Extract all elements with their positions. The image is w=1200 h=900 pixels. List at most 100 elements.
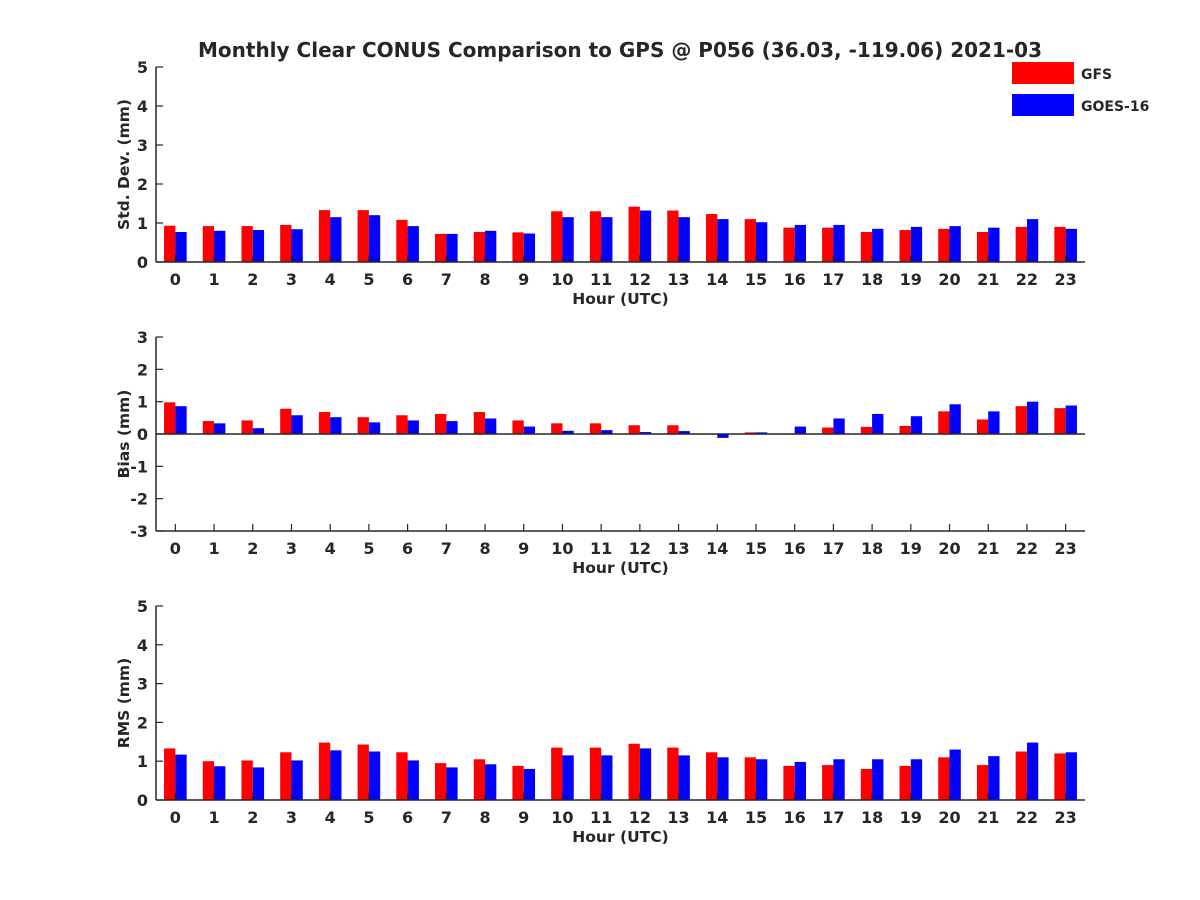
x-tick-label: 23 (1055, 539, 1077, 558)
x-axis-label: Hour (UTC) (572, 559, 668, 577)
bar-gfs-18 (860, 426, 873, 434)
bar-gfs-8 (473, 231, 486, 262)
chart-title: Monthly Clear CONUS Comparison to GPS @ … (198, 38, 1042, 62)
bar-gfs-4 (318, 210, 331, 262)
x-tick-label: 15 (745, 270, 767, 289)
bar-gfs-23 (1054, 753, 1066, 800)
bar-goes16-9 (523, 768, 536, 800)
x-tick-label: 20 (938, 539, 960, 558)
bar-goes16-16 (794, 426, 806, 434)
y-axis-label: Bias (mm) (115, 390, 133, 479)
bar-goes16-17 (833, 759, 845, 800)
bar-gfs-20 (938, 228, 950, 262)
x-tick-label: 19 (900, 270, 922, 289)
bar-gfs-17 (822, 765, 834, 800)
x-tick-label: 9 (518, 808, 529, 827)
legend: GFS GOES-16 (1012, 62, 1149, 116)
x-tick-label: 21 (977, 808, 999, 827)
x-tick-label: 10 (551, 808, 573, 827)
bar-goes16-14 (717, 757, 729, 800)
bar-gfs-10 (551, 211, 563, 262)
bar-goes16-14 (717, 434, 729, 438)
bar-gfs-14 (705, 214, 718, 262)
x-tick-label: 17 (822, 808, 844, 827)
legend-swatch-goes16 (1012, 94, 1074, 116)
bar-gfs-23 (1054, 408, 1066, 434)
x-tick-label: 16 (784, 539, 806, 558)
bar-gfs-15 (744, 432, 756, 434)
bar-goes16-18 (872, 759, 884, 800)
bar-gfs-4 (318, 742, 331, 800)
x-tick-label: 22 (1016, 270, 1038, 289)
bar-goes16-19 (910, 226, 923, 262)
y-tick-label: 1 (137, 214, 148, 233)
bar-gfs-18 (860, 768, 873, 800)
bar-goes16-8 (485, 418, 497, 434)
bar-gfs-3 (280, 408, 292, 434)
bar-gfs-16 (783, 227, 795, 262)
bar-gfs-0 (164, 748, 176, 800)
bar-goes16-13 (678, 217, 690, 262)
y-axis-label: RMS (mm) (115, 658, 133, 748)
x-tick-label: 15 (745, 808, 767, 827)
bar-goes16-6 (407, 760, 419, 800)
x-tick-label: 4 (325, 539, 336, 558)
bar-goes16-3 (291, 415, 303, 434)
x-tick-label: 18 (861, 808, 883, 827)
legend-swatch-gfs (1012, 62, 1074, 84)
bar-goes16-23 (1065, 405, 1077, 434)
bar-gfs-22 (1015, 226, 1027, 262)
x-tick-label: 0 (170, 808, 181, 827)
x-tick-label: 10 (551, 539, 573, 558)
x-tick-label: 17 (822, 270, 844, 289)
x-tick-label: 14 (706, 808, 728, 827)
bar-gfs-13 (667, 425, 679, 434)
bar-gfs-6 (396, 219, 408, 262)
x-tick-label: 18 (861, 539, 883, 558)
bar-gfs-6 (396, 752, 408, 800)
y-tick-label: 3 (137, 328, 148, 347)
x-tick-label: 15 (745, 539, 767, 558)
bar-goes16-22 (1026, 401, 1039, 434)
x-tick-label: 19 (900, 808, 922, 827)
x-tick-label: 12 (629, 808, 651, 827)
bar-goes16-2 (252, 428, 265, 434)
bar-gfs-7 (435, 233, 447, 262)
x-tick-label: 1 (208, 270, 219, 289)
bar-gfs-12 (628, 743, 640, 800)
x-tick-label: 13 (667, 808, 689, 827)
y-tick-label: 1 (137, 393, 148, 412)
bar-goes16-5 (368, 751, 381, 800)
bar-goes16-18 (872, 413, 884, 434)
bar-goes16-4 (330, 217, 342, 262)
x-tick-label: 3 (286, 808, 297, 827)
x-tick-label: 0 (170, 539, 181, 558)
bar-gfs-2 (241, 760, 253, 800)
x-tick-label: 22 (1016, 808, 1038, 827)
bar-goes16-1 (214, 230, 226, 262)
y-tick-label: 5 (137, 597, 148, 616)
bar-gfs-10 (551, 423, 563, 434)
bar-gfs-17 (822, 427, 834, 434)
bar-gfs-21 (976, 231, 989, 262)
x-tick-label: 9 (518, 270, 529, 289)
x-tick-label: 12 (629, 270, 651, 289)
x-tick-label: 19 (900, 539, 922, 558)
y-tick-label: 0 (137, 791, 148, 810)
bar-gfs-0 (164, 402, 176, 434)
x-tick-label: 6 (402, 270, 413, 289)
x-tick-label: 1 (208, 539, 219, 558)
bar-gfs-19 (899, 425, 911, 434)
y-tick-label: 0 (137, 253, 148, 272)
bar-goes16-21 (988, 756, 1000, 800)
bar-goes16-2 (252, 230, 265, 262)
bar-gfs-19 (899, 230, 911, 262)
bar-goes16-14 (717, 219, 729, 262)
bar-gfs-2 (241, 420, 253, 434)
bar-gfs-20 (938, 757, 950, 800)
bar-goes16-11 (601, 755, 613, 800)
bar-goes16-11 (601, 430, 613, 434)
